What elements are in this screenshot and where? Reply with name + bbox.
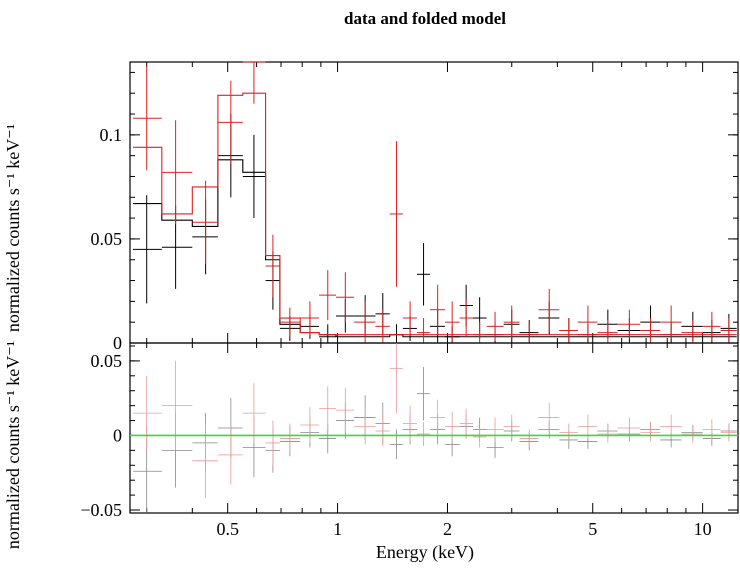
y-tick-label: −0.05 (80, 500, 122, 520)
x-tick-label: 2 (443, 519, 452, 539)
spectrum-panel: 0 0.05 0.1 (91, 61, 739, 353)
y-tick-label: 0 (113, 333, 122, 353)
chart-title: data and folded model (344, 9, 506, 28)
x-tick-label: 10 (694, 519, 712, 539)
y-tick-label: 0.1 (100, 125, 123, 145)
x-tick-label: 1 (333, 519, 342, 539)
y-tick-label: 0.05 (91, 229, 123, 249)
plot-frame (129, 61, 739, 344)
x-tick-label: 5 (588, 519, 597, 539)
residuals-panel: −0.05 0 0.05 0.5 1 2 5 10 (80, 342, 739, 539)
y-tick-label: 0 (113, 425, 122, 445)
model-step-line (132, 159, 737, 338)
plot-frame (129, 342, 739, 514)
bottom-y-axis-label: normalized counts s⁻¹ keV⁻¹ (3, 341, 23, 549)
x-tick-label: 0.5 (216, 519, 239, 539)
x-axis-label: Energy (keV) (376, 542, 474, 563)
y-tick-label: 0.05 (91, 351, 123, 371)
model-step-line (132, 92, 737, 336)
top-y-axis-label: normalized counts s⁻¹ keV⁻¹ (3, 124, 23, 332)
